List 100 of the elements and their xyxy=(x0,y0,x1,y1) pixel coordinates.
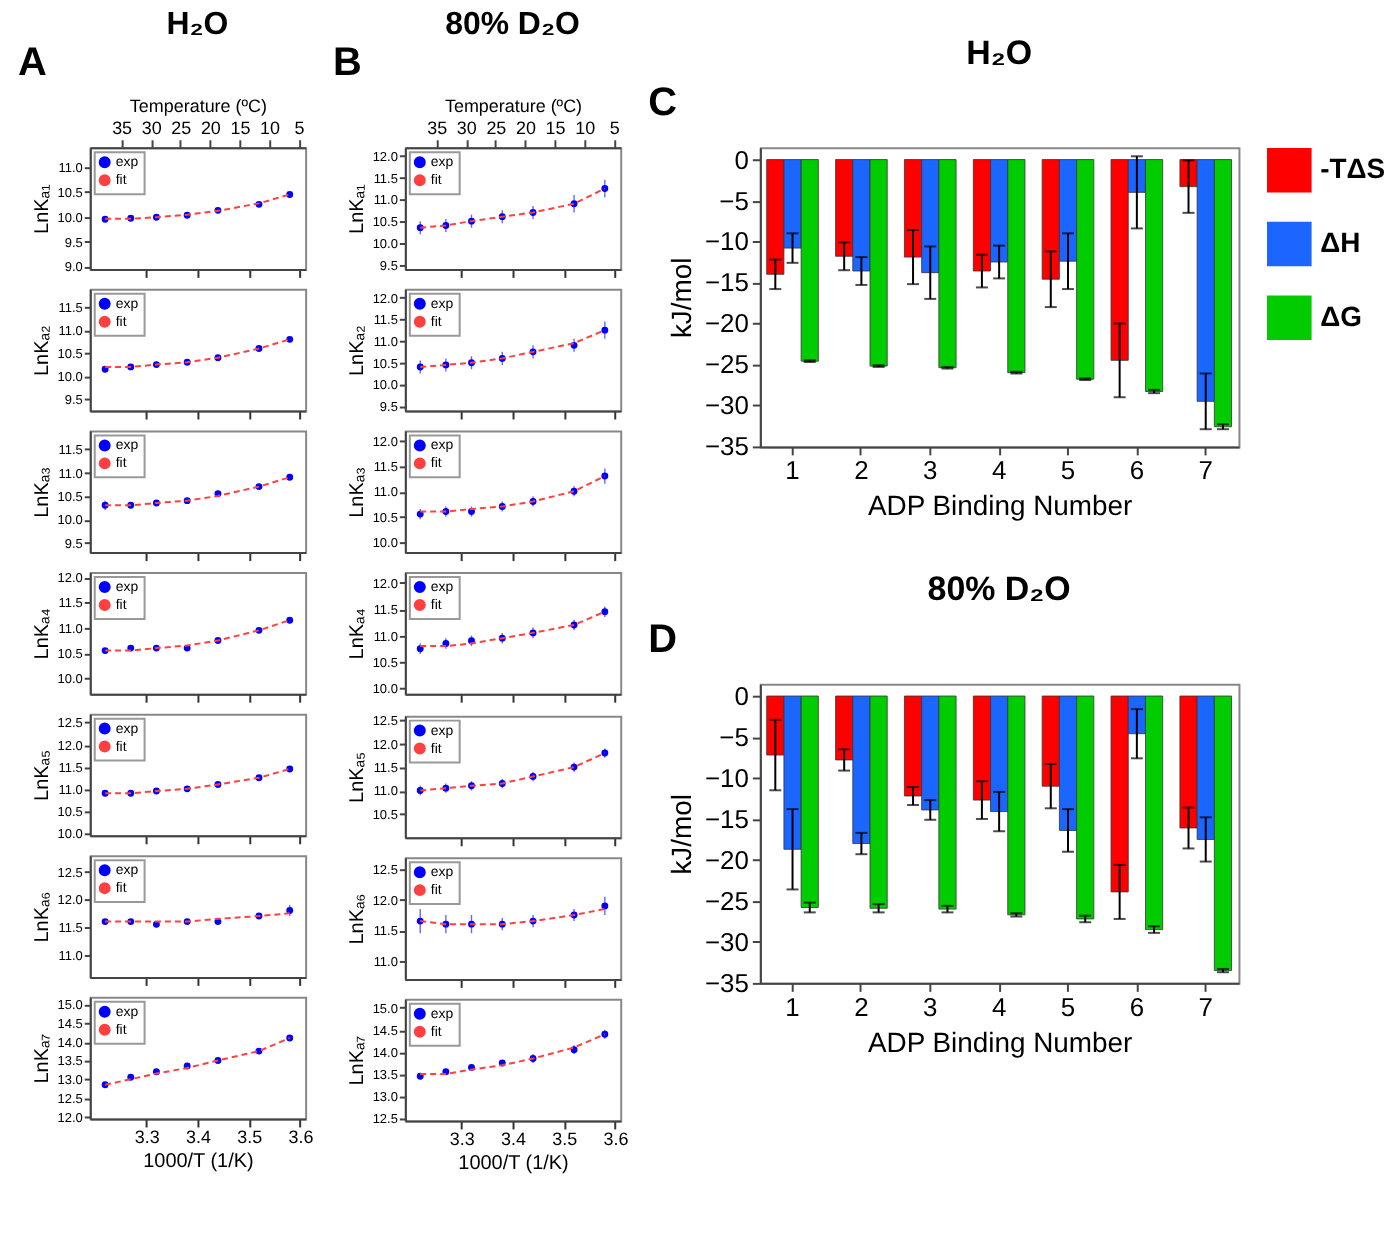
y-tick-label: −35 xyxy=(704,967,749,998)
line-series xyxy=(419,329,606,369)
x-tick-label: 1 xyxy=(785,455,800,486)
x2-tick-label: 5 xyxy=(609,118,620,139)
y-axis-title: LnKₐ₆ xyxy=(31,891,54,943)
y-tick-label: 0 xyxy=(734,144,749,175)
y-axis-title: LnKₐ₅ xyxy=(31,750,54,801)
y-axis-title: LnKₐ₃ xyxy=(31,466,54,518)
x-tick-label: 3 xyxy=(923,991,938,1022)
x-tick-label: 5 xyxy=(1060,455,1076,486)
x2-tick-label: 35 xyxy=(427,118,448,139)
x-tick-label: 3.3 xyxy=(134,1127,160,1148)
point xyxy=(127,1073,135,1081)
x-tick-label: 3.3 xyxy=(449,1129,475,1150)
x-tick-label: 3.5 xyxy=(237,1127,263,1148)
y-tick-label: −10 xyxy=(704,226,749,257)
text: D xyxy=(648,617,677,662)
y-axis-title: LnKₐ₄ xyxy=(31,608,54,660)
y-tick-label: −15 xyxy=(704,267,749,298)
x2-tick-label: 5 xyxy=(294,118,305,139)
point xyxy=(601,326,609,334)
line-series xyxy=(104,767,291,795)
legend-label: ΔH xyxy=(1320,225,1361,258)
x-tick-label: 6 xyxy=(1129,455,1145,486)
x-axis-title: 1000/T (1/K) xyxy=(458,1153,569,1176)
x2-tick-label: 30 xyxy=(141,118,162,139)
chart-title: H₂O xyxy=(966,33,1033,72)
text: B xyxy=(333,41,362,86)
legend-label: -TΔS xyxy=(1320,152,1386,185)
x-tick-label: 4 xyxy=(991,991,1007,1022)
x2-tick-label: 20 xyxy=(515,118,536,139)
x-tick-label: 3.4 xyxy=(501,1129,527,1150)
y-tick-label: −5 xyxy=(719,185,749,216)
y-axis-title: LnKₐ₂ xyxy=(31,325,54,377)
text: C xyxy=(648,81,677,126)
legend-label: ΔG xyxy=(1320,299,1362,332)
x-tick-label: 2 xyxy=(854,991,869,1022)
line-series xyxy=(104,1037,291,1086)
y-axis-title: LnKₐ₄ xyxy=(346,608,369,660)
x-tick-label: 7 xyxy=(1198,455,1213,486)
x2-tick-label: 10 xyxy=(260,118,281,139)
x-tick-label: 3.6 xyxy=(288,1127,314,1148)
line-series xyxy=(419,187,606,229)
x-tick-label: 3.6 xyxy=(603,1129,629,1150)
line-series xyxy=(419,752,606,792)
y-tick-label: −30 xyxy=(704,926,749,957)
y-axis-title: LnKₐ₁ xyxy=(346,183,369,234)
y-tick-label: −20 xyxy=(704,844,749,875)
x-tick-label: 7 xyxy=(1198,991,1213,1022)
y-tick-label: −30 xyxy=(704,390,749,421)
chart-title: 80% D₂O xyxy=(927,569,1071,608)
x-tick-label: 4 xyxy=(991,455,1007,486)
x-axis-title: ADP Binding Number xyxy=(867,489,1134,522)
x-tick-label: 5 xyxy=(1060,991,1076,1022)
x2-tick-label: 15 xyxy=(545,118,566,139)
y-tick-label: −15 xyxy=(704,803,749,834)
x2-axis-title: Temperature (ºC) xyxy=(444,96,583,117)
point xyxy=(601,185,609,192)
y-tick-label: −5 xyxy=(719,721,749,752)
y-tick-label: 0 xyxy=(734,681,749,711)
point xyxy=(601,902,609,910)
chart-title: 80% D₂O xyxy=(445,7,580,42)
point xyxy=(286,765,294,773)
y-axis-title: LnKₐ₃ xyxy=(346,466,369,518)
point xyxy=(601,472,609,480)
line-series xyxy=(104,193,291,220)
point xyxy=(286,616,294,624)
x2-tick-label: 35 xyxy=(112,118,133,139)
y-axis-title: kJ/mol xyxy=(664,257,697,339)
chart-title: H₂O xyxy=(166,7,229,42)
x2-tick-label: 25 xyxy=(171,118,192,139)
x2-tick-label: 15 xyxy=(230,118,251,139)
y-axis-title: LnKₐ₆ xyxy=(346,893,369,945)
y-axis-title: LnKₐ₂ xyxy=(346,325,369,377)
y-axis-title: kJ/mol xyxy=(664,794,697,875)
y-axis-title: LnKₐ₇ xyxy=(346,1034,369,1086)
y-tick-label: −25 xyxy=(704,885,749,916)
x-tick-label: 6 xyxy=(1129,991,1145,1022)
line-series xyxy=(104,619,291,652)
x2-tick-label: 25 xyxy=(486,118,507,139)
y-axis-title: LnKₐ₇ xyxy=(31,1032,54,1084)
x-tick-label: 3 xyxy=(923,455,938,486)
x2-tick-label: 10 xyxy=(575,118,596,139)
x-tick-label: 1 xyxy=(785,991,800,1022)
y-tick-label: −20 xyxy=(704,308,749,339)
x-tick-label: 2 xyxy=(854,455,869,486)
text: A xyxy=(17,41,47,86)
x2-tick-label: 20 xyxy=(200,118,221,139)
x-tick-label: 3.5 xyxy=(552,1129,578,1150)
x-axis-title: 1000/T (1/K) xyxy=(143,1151,254,1174)
x2-tick-label: 30 xyxy=(456,118,477,139)
y-axis-title: LnKₐ₅ xyxy=(346,751,369,803)
x-axis-title: ADP Binding Number xyxy=(867,1025,1134,1058)
line-series xyxy=(104,476,291,507)
x-tick-label: 3.4 xyxy=(185,1127,211,1148)
y-tick-label: −25 xyxy=(704,349,749,380)
y-axis-title: LnKₐ₁ xyxy=(31,183,54,234)
y-tick-label: −35 xyxy=(704,431,749,462)
x2-axis-title: Temperature (ºC) xyxy=(129,96,268,117)
y-tick-label: −10 xyxy=(704,762,749,793)
